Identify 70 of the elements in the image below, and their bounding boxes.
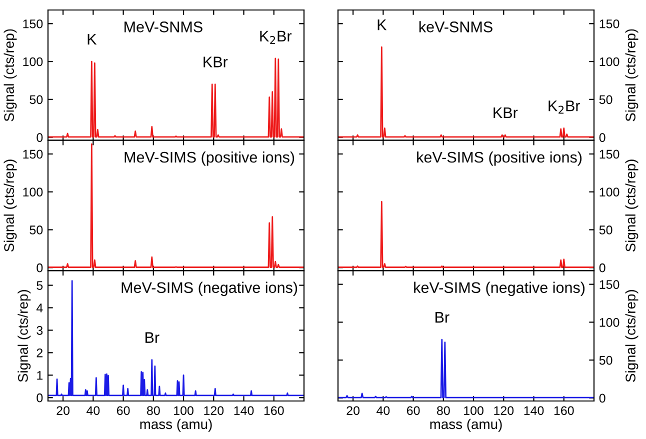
annotation: K$_{2}$Br	[260, 30, 292, 44]
annotation: KBr	[204, 56, 228, 68]
y-tick-label: 0	[599, 394, 606, 403]
x-tick-label: 160	[554, 406, 574, 416]
text: keV-SIMS (negative ions)	[414, 282, 585, 296]
x-tick-label: 40	[376, 406, 390, 416]
annotation: Br	[436, 312, 450, 323]
y-tick-label: 100	[600, 318, 620, 327]
annotation: K	[378, 20, 387, 30]
x-tick-label: 140	[524, 406, 544, 416]
y-tick-label: 4	[36, 304, 43, 312]
y-axis-title: Signal (cts/rep)	[18, 290, 31, 382]
text: keV-SIMS (positive ions)	[417, 151, 582, 166]
y-tick-label: 150	[23, 150, 43, 159]
line-series	[338, 338, 594, 398]
y-tick-label: 0	[599, 133, 606, 142]
line-series	[48, 280, 304, 396]
y-tick-label: 2	[36, 348, 43, 358]
y-tick-label: 100	[600, 57, 620, 66]
y-tick-label: 50	[30, 95, 43, 104]
annotation: Br	[146, 332, 160, 343]
line-series	[338, 46, 594, 138]
x-axis-title: mass (amu)	[140, 418, 212, 432]
x-axis-title: mass (amu)	[430, 418, 502, 432]
y-tick-label: 3	[36, 326, 43, 335]
y-tick-label: 100	[23, 57, 43, 66]
y-axis-title: Signal (cts/rep)	[625, 160, 638, 252]
x-tick-label: 100	[464, 406, 484, 416]
text: MeV-SIMS (negative ions)	[122, 282, 298, 296]
y-tick-label: 50	[599, 226, 612, 234]
y-tick-label: 50	[30, 226, 43, 234]
x-tick-label: 60	[406, 406, 420, 416]
line-series	[338, 201, 594, 268]
y-tick-label: 100	[600, 188, 620, 197]
x-tick-label: 40	[86, 406, 100, 416]
y-tick-label: 150	[600, 150, 620, 159]
y-axis-title: Signal (cts/rep)	[625, 290, 638, 382]
y-tick-label: 150	[23, 19, 43, 28]
y-tick-label: 5	[36, 281, 43, 290]
x-tick-label: 20	[346, 406, 360, 416]
x-tick-label: 80	[437, 406, 450, 416]
y-tick-label: 0	[36, 263, 43, 272]
x-tick-label: 60	[116, 406, 130, 416]
y-tick-label: 150	[600, 19, 620, 28]
y-tick-label: 0	[36, 393, 43, 402]
y-axis-title: Signal (cts/rep)	[4, 160, 17, 252]
text: keV-SNMS	[419, 21, 492, 32]
x-tick-label: 100	[174, 406, 194, 416]
y-axis-title: Signal (cts/rep)	[4, 29, 17, 122]
x-tick-label: 140	[234, 406, 254, 416]
x-tick-label: 160	[264, 406, 284, 416]
annotation: K	[88, 34, 97, 44]
annotation: KBr	[494, 107, 518, 118]
line-series	[48, 58, 304, 138]
y-tick-label: 0	[36, 133, 43, 142]
y-tick-label: 0	[599, 263, 606, 272]
text: MeV-SIMS (positive ions)	[124, 151, 294, 166]
y-tick-label: 1	[37, 371, 43, 380]
x-tick-label: 120	[494, 406, 514, 416]
y-tick-label: 50	[599, 356, 612, 365]
text: MeV-SNMS	[124, 22, 202, 32]
x-tick-label: 20	[56, 406, 70, 416]
line-series	[48, 143, 304, 268]
x-tick-label: 80	[147, 406, 160, 416]
y-axis-title: Signal (cts/rep)	[625, 29, 638, 122]
x-tick-label: 120	[204, 406, 224, 416]
y-tick-label: 150	[600, 280, 620, 289]
annotation: K$_{2}$Br	[548, 100, 580, 114]
y-tick-label: 50	[599, 95, 612, 104]
y-tick-label: 100	[23, 188, 43, 197]
